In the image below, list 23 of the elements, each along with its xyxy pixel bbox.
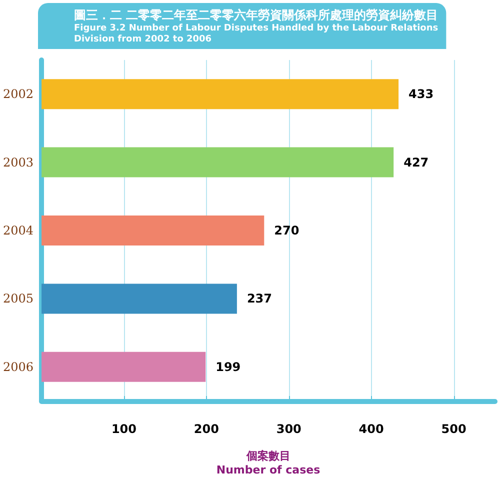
chart-subtitle: Figure 3.2 Number of Labour Disputes Handled by the Labour Relations Division from 2002 to 2006 — [74, 24, 438, 44]
bar — [42, 216, 264, 246]
x-tick-label: 500 — [441, 422, 466, 436]
x-tick-label: 300 — [276, 422, 302, 436]
y-tick-label: 2005 — [2, 292, 34, 306]
data-label: 237 — [246, 292, 272, 306]
x-tick-label: 100 — [111, 422, 137, 436]
bar — [42, 79, 399, 110]
bar — [42, 147, 394, 178]
y-tick-label: 2004 — [2, 224, 34, 238]
data-label: 270 — [274, 224, 300, 238]
data-label: 427 — [404, 155, 429, 170]
bar — [42, 352, 206, 382]
x-tick-label: 200 — [194, 422, 219, 436]
x-tick-label: 400 — [358, 422, 384, 436]
bar — [42, 284, 237, 314]
y-tick-label: 2003 — [2, 155, 34, 170]
data-label: 199 — [216, 360, 241, 374]
y-tick-label: 2006 — [2, 360, 34, 374]
chart-title: 圖三．二 二零零二年至二零零六年勞資關係科所處理的勞資糾紛數目 — [74, 8, 438, 22]
data-label: 433 — [408, 87, 434, 102]
x-axis-title: 個案數目 Number of cases — [216, 450, 321, 476]
y-tick-label: 2002 — [2, 87, 34, 102]
